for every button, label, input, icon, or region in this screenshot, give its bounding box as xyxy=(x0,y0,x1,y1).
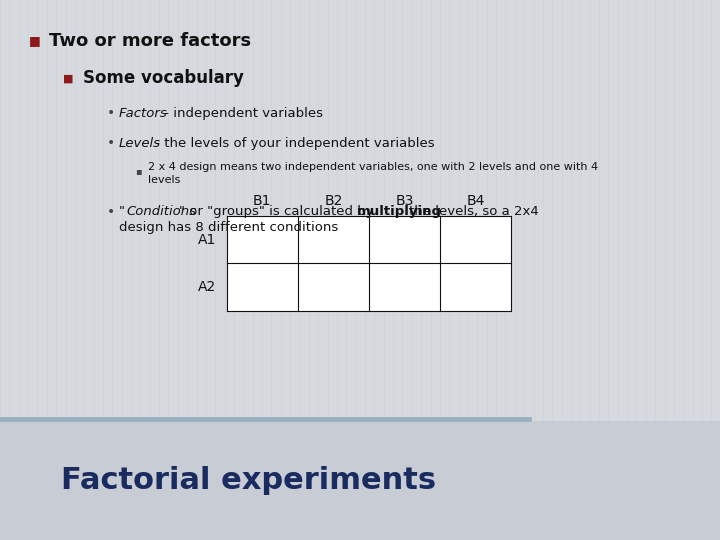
Text: ■: ■ xyxy=(63,73,74,83)
Text: B2: B2 xyxy=(324,194,343,208)
Text: Factorial experiments: Factorial experiments xyxy=(61,466,436,495)
Text: Conditions: Conditions xyxy=(126,205,196,218)
Text: - the levels of your independent variables: - the levels of your independent variabl… xyxy=(151,137,435,150)
Text: Factors: Factors xyxy=(119,107,168,120)
Text: •: • xyxy=(107,136,114,150)
Text: 2 x 4 design means two independent variables, one with 2 levels and one with 4: 2 x 4 design means two independent varia… xyxy=(148,163,598,172)
Text: Some vocabulary: Some vocabulary xyxy=(83,69,243,87)
Text: Levels: Levels xyxy=(119,137,161,150)
Text: B4: B4 xyxy=(467,194,485,208)
Text: B1: B1 xyxy=(253,194,271,208)
Text: levels: levels xyxy=(148,176,180,185)
Text: •: • xyxy=(107,106,114,120)
Bar xyxy=(0,421,720,540)
Text: A2: A2 xyxy=(197,280,216,294)
Text: design has 8 different conditions: design has 8 different conditions xyxy=(119,221,338,234)
Text: - independent variables: - independent variables xyxy=(160,107,323,120)
Text: B3: B3 xyxy=(395,194,414,208)
Text: Two or more factors: Two or more factors xyxy=(49,31,251,50)
Bar xyxy=(227,216,511,310)
Text: the levels, so a 2x4: the levels, so a 2x4 xyxy=(409,205,539,218)
Text: " or "groups" is calculated by: " or "groups" is calculated by xyxy=(179,205,373,218)
Text: ": " xyxy=(119,205,125,218)
Text: •: • xyxy=(107,205,114,219)
Text: ■: ■ xyxy=(29,34,40,47)
Text: ▪: ▪ xyxy=(135,166,142,176)
Text: multiplying: multiplying xyxy=(357,205,442,218)
Text: A1: A1 xyxy=(197,233,216,247)
